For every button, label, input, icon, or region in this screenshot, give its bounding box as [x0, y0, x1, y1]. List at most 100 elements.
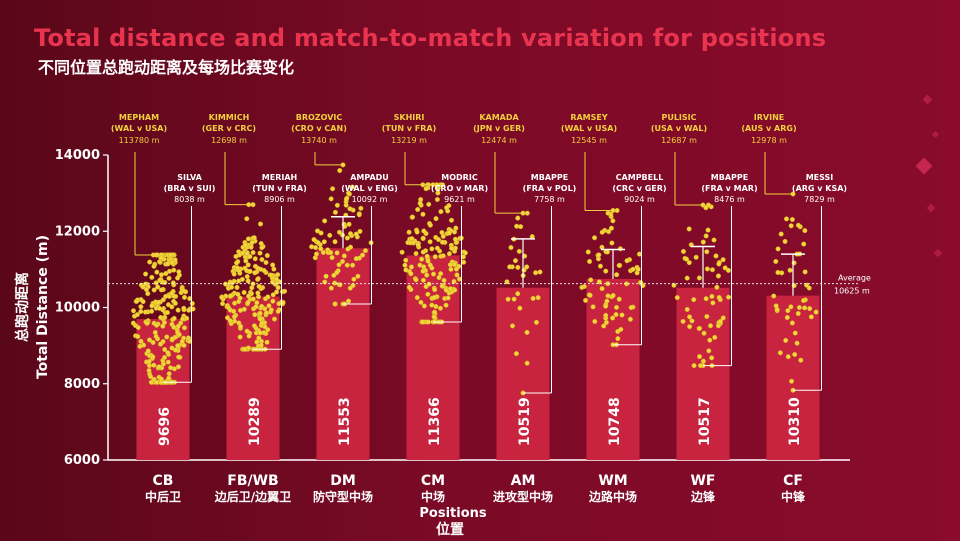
data-point	[537, 269, 543, 275]
data-point	[420, 277, 426, 283]
data-point	[237, 334, 243, 340]
data-point	[813, 309, 819, 315]
data-point	[348, 231, 354, 237]
data-point	[415, 207, 421, 213]
min-player-name: MESSI	[806, 173, 834, 182]
max-player-match: (CRO v CAN)	[291, 124, 347, 133]
data-point	[166, 275, 172, 281]
data-point	[181, 342, 187, 348]
data-point	[608, 225, 614, 231]
data-point	[603, 312, 609, 318]
min-player-name: MBAPPE	[531, 173, 568, 182]
data-point	[674, 295, 680, 301]
data-point	[808, 314, 814, 320]
data-point	[234, 265, 240, 271]
data-point	[414, 229, 420, 235]
max-player-name: KAMADA	[479, 113, 519, 122]
data-point	[347, 206, 353, 212]
data-point	[697, 354, 703, 360]
data-point	[235, 291, 241, 297]
data-point	[256, 294, 262, 300]
data-point	[684, 275, 690, 281]
data-point	[698, 363, 704, 369]
data-point	[717, 318, 723, 324]
data-point	[318, 230, 324, 236]
max-player-name: IRVINE	[754, 113, 784, 122]
min-player-match: (BRA v SUI)	[164, 184, 216, 193]
x-tick-label: WF	[690, 473, 715, 489]
data-point	[336, 229, 342, 235]
data-point	[439, 283, 445, 289]
data-point	[789, 320, 795, 326]
data-point	[237, 307, 243, 313]
data-point	[320, 249, 326, 255]
data-point	[524, 264, 530, 270]
data-point	[435, 185, 441, 191]
data-point	[168, 252, 174, 258]
data-point	[603, 268, 609, 274]
data-point	[143, 286, 149, 292]
data-point	[185, 335, 191, 341]
data-point	[436, 275, 442, 281]
data-point	[703, 205, 709, 211]
data-point	[461, 259, 467, 265]
data-point	[247, 253, 253, 259]
min-value-label: 7758 m	[534, 195, 565, 204]
data-point	[592, 235, 598, 241]
data-point	[583, 297, 589, 303]
data-point	[232, 300, 238, 306]
data-point	[432, 287, 438, 293]
data-point	[171, 366, 177, 372]
data-point	[587, 292, 593, 298]
data-point	[614, 207, 620, 213]
data-point	[258, 266, 264, 272]
data-point	[350, 262, 356, 268]
data-point	[347, 285, 353, 291]
min-player-match: (FRA v POL)	[523, 184, 577, 193]
data-point	[270, 298, 276, 304]
data-point	[680, 318, 686, 324]
data-point	[443, 302, 449, 308]
data-point	[686, 226, 692, 232]
data-point	[413, 277, 419, 283]
max-value-label: 13219 m	[391, 136, 427, 145]
data-point	[435, 190, 441, 196]
data-point	[256, 335, 262, 341]
data-point	[149, 274, 155, 280]
data-point	[579, 284, 585, 290]
data-point	[141, 342, 147, 348]
max-value-label: 12978 m	[751, 136, 787, 145]
max-value-label: 113780 m	[119, 136, 160, 145]
data-point	[349, 184, 355, 190]
data-point	[440, 233, 446, 239]
data-point	[156, 364, 162, 370]
data-point	[427, 222, 433, 228]
data-point	[424, 272, 430, 278]
data-point	[708, 323, 714, 329]
data-point	[237, 295, 243, 301]
data-point	[436, 237, 442, 243]
data-point	[610, 315, 616, 321]
data-point	[771, 293, 777, 299]
data-point	[245, 236, 251, 242]
y-tick-label: 10000	[55, 301, 100, 316]
data-point	[687, 324, 693, 330]
data-point	[427, 239, 433, 245]
bar-value-label: 10517	[697, 397, 713, 446]
data-point	[250, 296, 256, 302]
data-point	[427, 262, 433, 268]
data-point	[807, 306, 813, 312]
data-point	[344, 262, 350, 268]
data-point	[242, 242, 248, 248]
data-point	[171, 267, 177, 273]
data-point	[432, 309, 438, 315]
data-point	[684, 256, 690, 262]
data-point	[171, 315, 177, 321]
data-point	[403, 267, 409, 273]
data-point	[315, 240, 321, 246]
data-point	[257, 330, 263, 336]
data-point	[134, 312, 140, 318]
data-point	[425, 291, 431, 297]
data-point	[447, 286, 453, 292]
data-point	[451, 279, 457, 285]
